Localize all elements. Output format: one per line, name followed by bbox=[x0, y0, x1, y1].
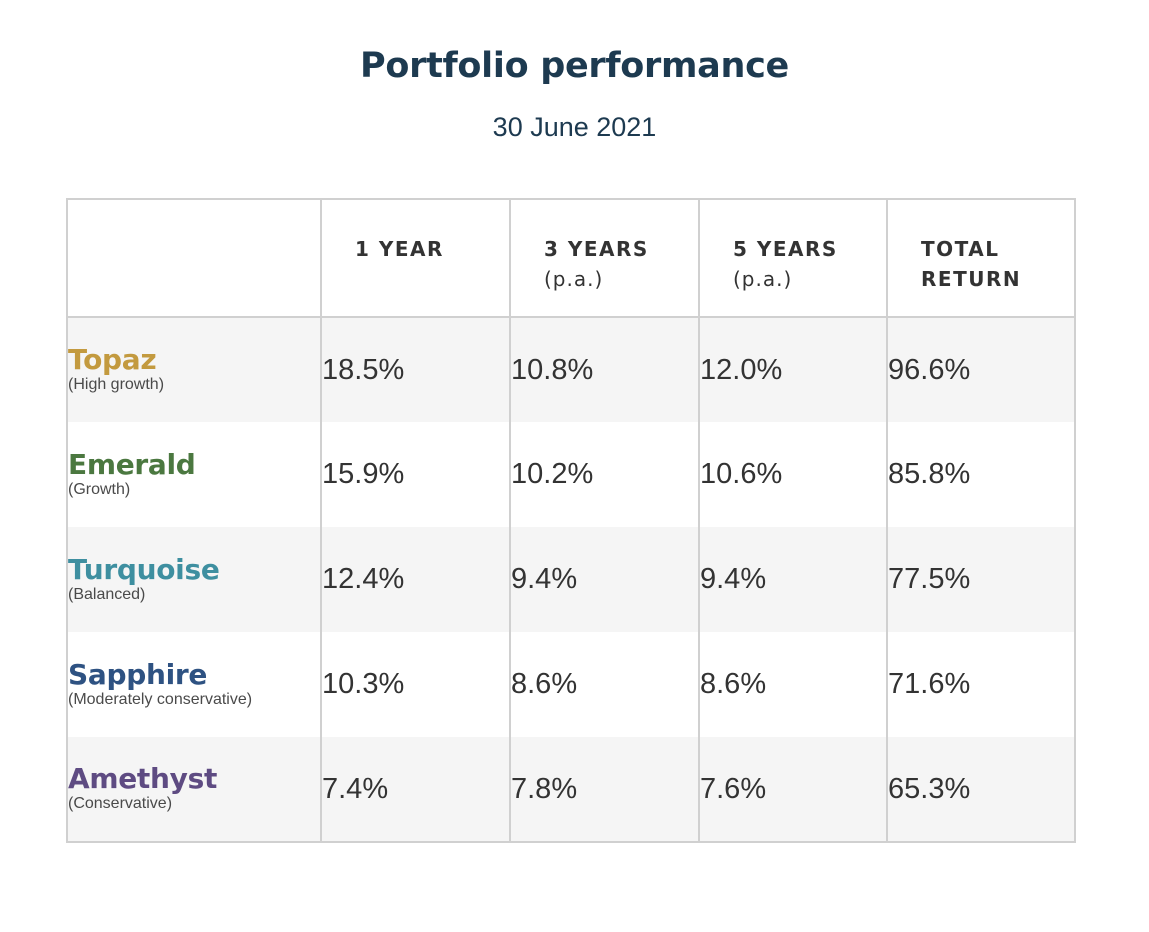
value-cell: 8.6% bbox=[509, 632, 700, 737]
portfolio-cell: Turquoise (Balanced) bbox=[66, 527, 322, 632]
portfolio-name: Amethyst bbox=[68, 762, 218, 795]
value-cell: 9.4% bbox=[509, 527, 700, 632]
header-cell-1-year: 1 YEAR bbox=[320, 198, 511, 318]
portfolio-cell: Topaz (High growth) bbox=[66, 317, 322, 422]
value-cell: 10.8% bbox=[509, 317, 700, 422]
value-cell: 12.4% bbox=[320, 527, 511, 632]
chart-subtitle: 30 June 2021 bbox=[492, 112, 657, 142]
value-cell: 9.4% bbox=[698, 527, 888, 632]
value-cell: 71.6% bbox=[886, 632, 1076, 737]
header-cell-3-years: 3 YEARS (p.a.) bbox=[509, 198, 700, 318]
value-cell: 96.6% bbox=[886, 317, 1076, 422]
portfolio-name: Topaz bbox=[68, 343, 157, 376]
portfolio-cell: Sapphire (Moderately conservative) bbox=[66, 632, 322, 737]
value-cell: 77.5% bbox=[886, 527, 1076, 632]
value-cell: 8.6% bbox=[698, 632, 888, 737]
header-sublabel: (p.a.) bbox=[544, 267, 604, 291]
portfolio-cell: Amethyst (Conservative) bbox=[66, 737, 322, 843]
value-cell: 10.6% bbox=[698, 422, 888, 527]
header-cell-5-years: 5 YEARS (p.a.) bbox=[698, 198, 888, 318]
header-sublabel: (p.a.) bbox=[733, 267, 793, 291]
chart-title: Portfolio performance bbox=[360, 46, 789, 86]
value-cell: 10.2% bbox=[509, 422, 700, 527]
header-row: 1 YEAR 3 YEARS (p.a.) 5 YEARS (p.a.) TOT… bbox=[66, 198, 1076, 318]
header-label: 5 YEARS bbox=[733, 237, 838, 261]
portfolio-description: (Moderately conservative) bbox=[68, 690, 253, 708]
portfolio-name: Turquoise bbox=[68, 552, 220, 586]
value-cell: 7.4% bbox=[320, 737, 511, 843]
portfolio-name: Emerald bbox=[68, 447, 196, 481]
value-cell: 7.8% bbox=[509, 737, 700, 843]
table-row-sapphire: Sapphire (Moderately conservative) 10.3%… bbox=[66, 632, 1076, 737]
portfolio-name: Sapphire bbox=[68, 657, 208, 691]
value-cell: 18.5% bbox=[320, 317, 511, 422]
portfolio-cell: Emerald (Growth) bbox=[66, 422, 322, 527]
header-label: TOTAL bbox=[921, 237, 1000, 261]
header-label: 3 YEARS bbox=[544, 237, 649, 261]
table-row-emerald: Emerald (Growth) 15.9% 10.2% 10.6% 85.8% bbox=[66, 422, 1076, 527]
header-cell-portfolio bbox=[66, 198, 322, 318]
portfolio-description: (Conservative) bbox=[68, 795, 173, 812]
value-cell: 85.8% bbox=[886, 422, 1076, 527]
portfolio-description: (Balanced) bbox=[68, 585, 146, 603]
value-cell: 65.3% bbox=[886, 737, 1076, 843]
table-row-turquoise: Turquoise (Balanced) 12.4% 9.4% 9.4% 77.… bbox=[66, 527, 1076, 632]
value-cell: 7.6% bbox=[698, 737, 888, 843]
header-cell-total-return: TOTAL RETURN bbox=[886, 198, 1076, 318]
value-cell: 12.0% bbox=[698, 317, 888, 422]
header-label: 1 YEAR bbox=[355, 237, 444, 261]
table-row-amethyst: Amethyst (Conservative) 7.4% 7.8% 7.6% 6… bbox=[66, 737, 1076, 843]
table-row-topaz: Topaz (High growth) 18.5% 10.8% 12.0% 96… bbox=[66, 317, 1076, 422]
value-cell: 15.9% bbox=[320, 422, 511, 527]
performance-table: 1 YEAR 3 YEARS (p.a.) 5 YEARS (p.a.) TOT… bbox=[66, 198, 1076, 843]
portfolio-description: (Growth) bbox=[68, 480, 131, 498]
value-cell: 10.3% bbox=[320, 632, 511, 737]
portfolio-description: (High growth) bbox=[68, 376, 165, 393]
header-label-line2: RETURN bbox=[921, 267, 1022, 291]
